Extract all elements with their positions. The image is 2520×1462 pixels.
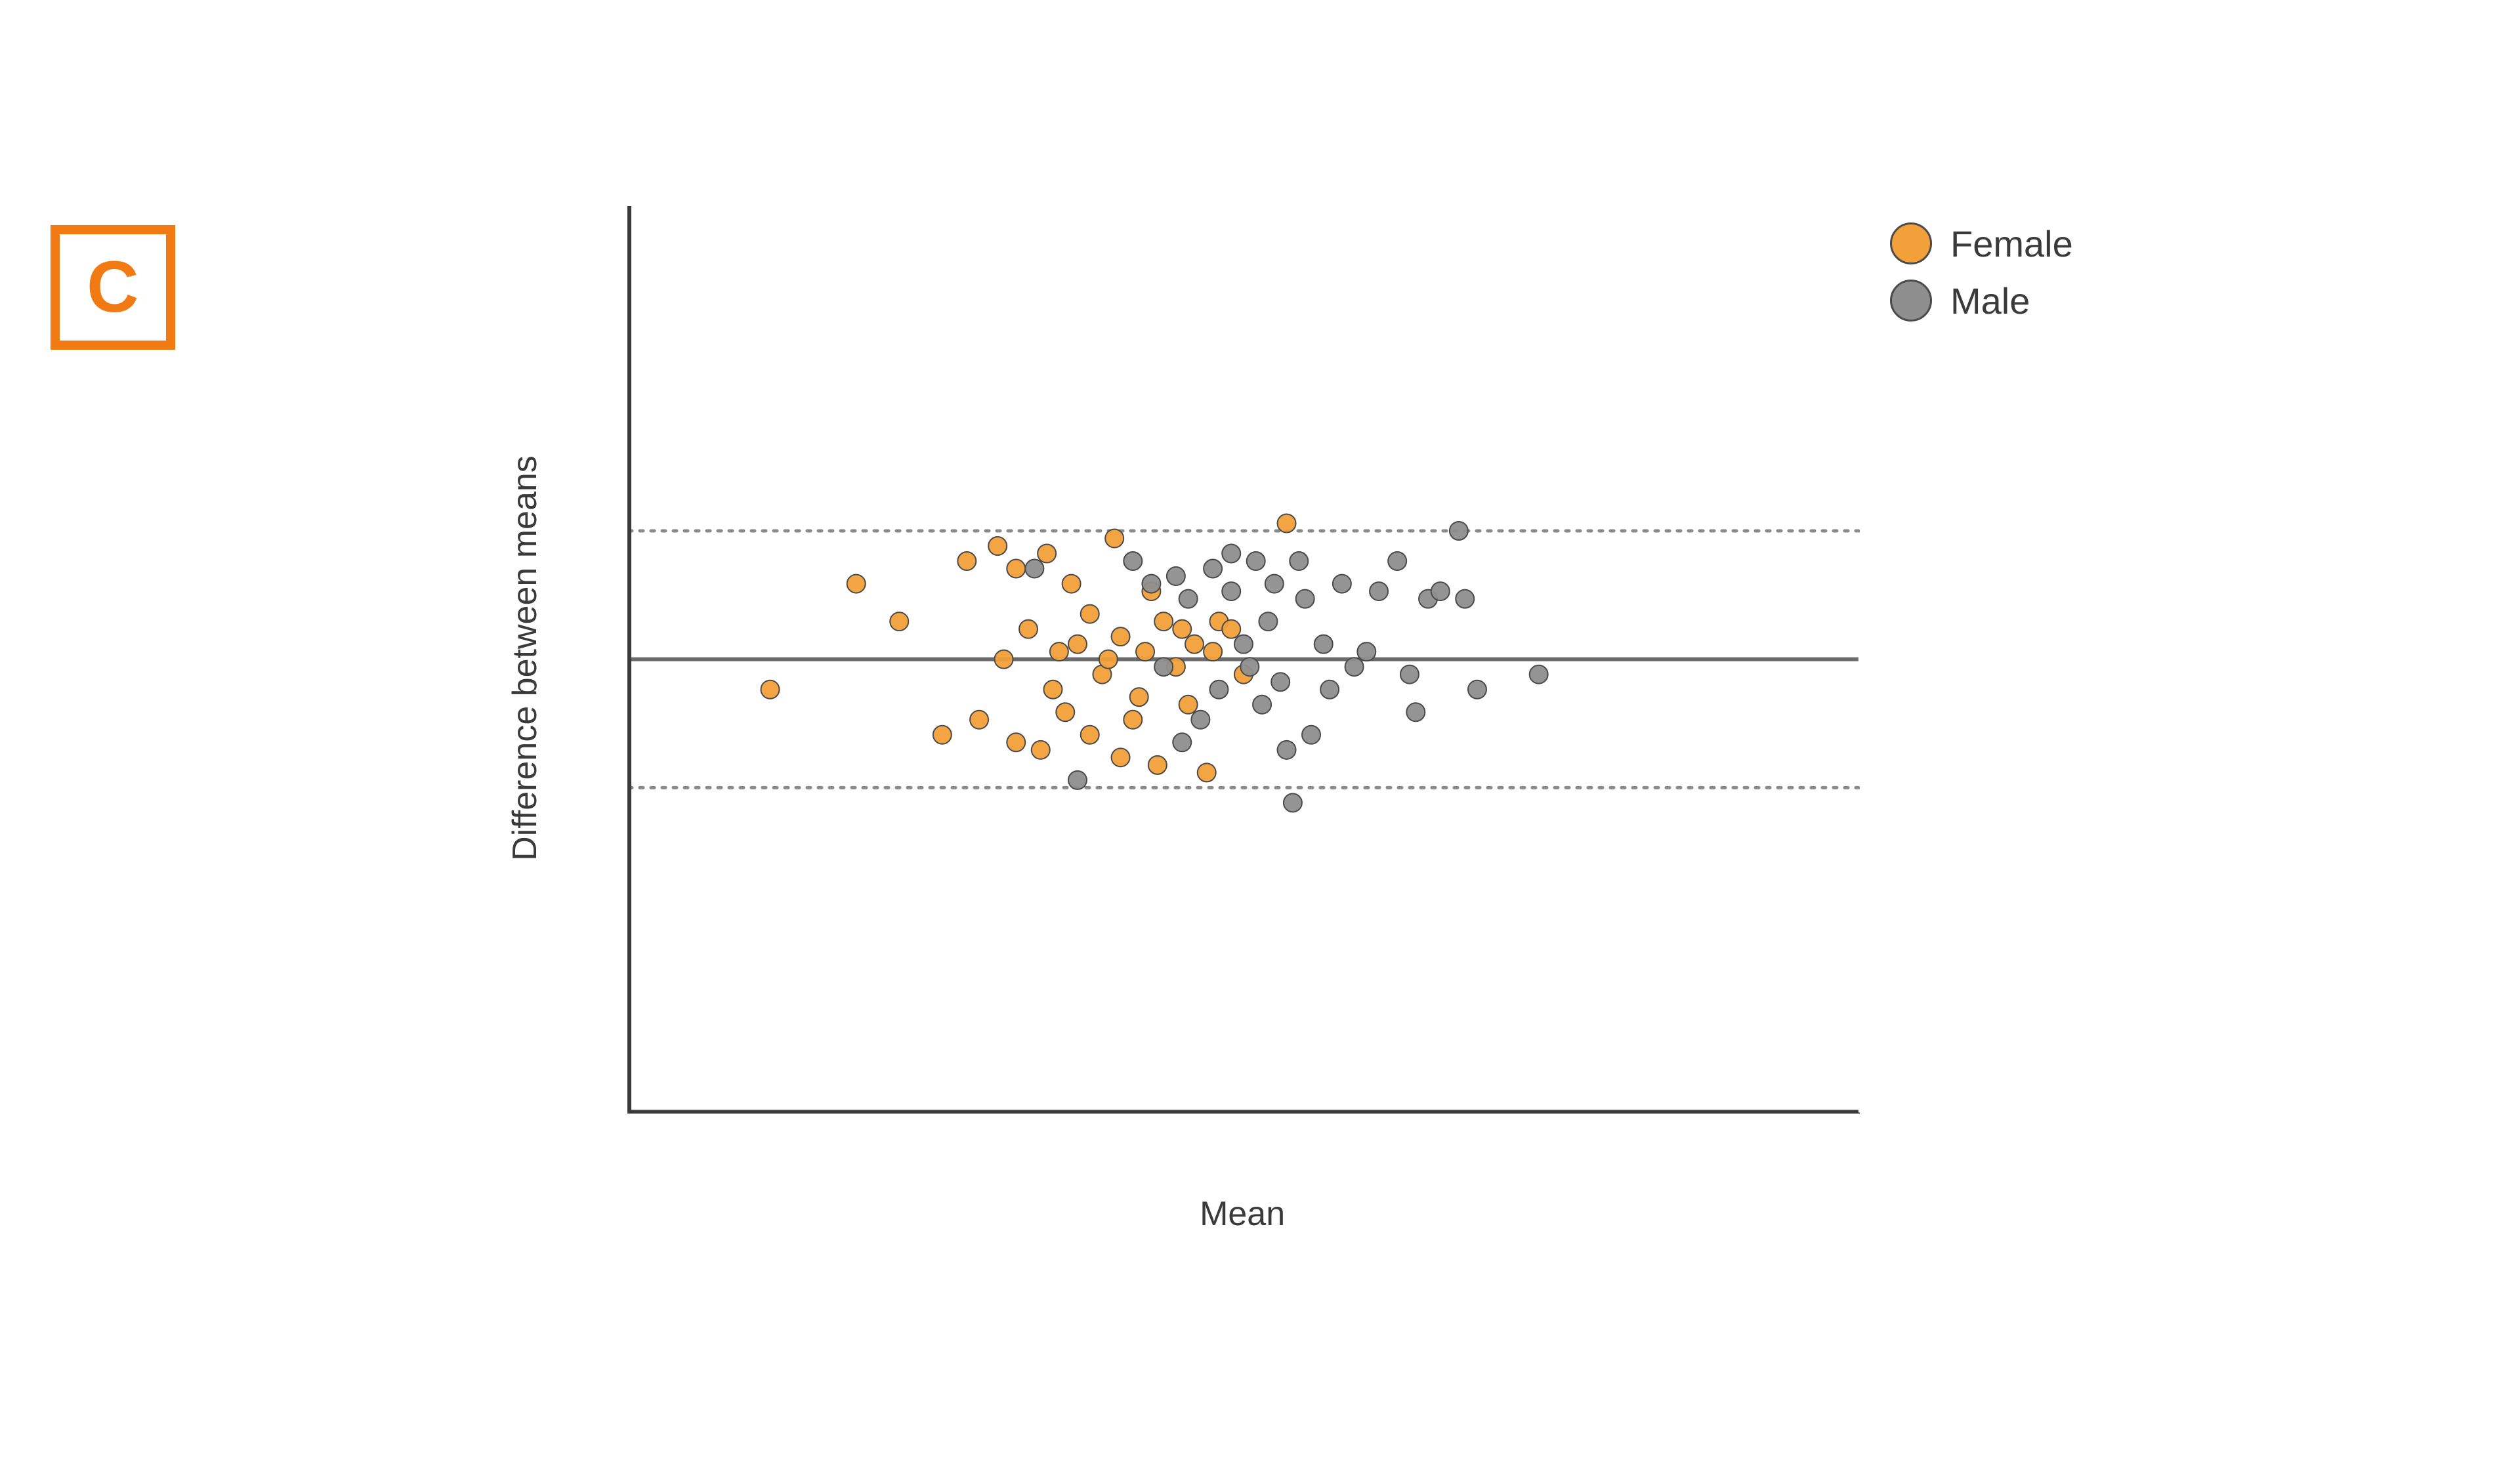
data-point — [1056, 703, 1074, 721]
data-point — [847, 574, 866, 593]
data-point — [1210, 680, 1228, 699]
data-point — [1050, 642, 1068, 661]
data-point — [1450, 522, 1468, 540]
data-point — [1370, 582, 1388, 600]
panel-letter: C — [51, 225, 175, 350]
data-point — [1400, 665, 1419, 684]
data-point — [995, 650, 1013, 669]
data-point — [1253, 696, 1271, 714]
data-point — [988, 537, 1007, 555]
data-point — [1530, 665, 1548, 684]
data-point — [957, 552, 976, 570]
data-point — [1314, 635, 1333, 654]
data-point — [1222, 620, 1240, 638]
x-axis-label: Mean — [1200, 1194, 1285, 1234]
data-point — [1234, 635, 1253, 654]
legend-label: Male — [1950, 280, 2030, 322]
data-point — [1154, 658, 1173, 676]
data-point — [1198, 763, 1216, 782]
data-point — [1240, 658, 1259, 676]
data-point — [1468, 680, 1486, 699]
data-point — [1032, 741, 1050, 759]
data-point — [1456, 589, 1474, 608]
data-point — [1007, 733, 1025, 751]
scatter-points — [761, 514, 1548, 812]
data-point — [1062, 574, 1081, 593]
legend-item: Female — [1890, 222, 2073, 265]
chart-stage: C FemaleMale 100150200250300-50050 Mean … — [0, 0, 2520, 1462]
data-point — [1179, 696, 1198, 714]
data-point — [1185, 635, 1204, 654]
data-point — [1044, 680, 1062, 699]
data-point — [1130, 688, 1148, 706]
data-point — [761, 680, 780, 699]
data-point — [1192, 711, 1210, 729]
data-point — [1019, 620, 1038, 638]
legend-label: Female — [1950, 222, 2073, 265]
data-point — [1038, 544, 1056, 562]
data-point — [1388, 552, 1406, 570]
data-point — [1278, 741, 1296, 759]
data-point — [1271, 673, 1290, 691]
data-point — [1222, 582, 1240, 600]
data-point — [1068, 635, 1087, 654]
data-point — [1112, 748, 1130, 766]
data-point — [1222, 544, 1240, 562]
data-point — [1007, 559, 1025, 577]
data-point — [1026, 559, 1044, 577]
data-point — [1345, 658, 1364, 676]
data-point — [890, 612, 908, 631]
scatter-chart-svg: 100150200250300-50050 — [627, 205, 1860, 1114]
data-point — [1173, 620, 1191, 638]
data-point — [1081, 726, 1099, 744]
data-point — [1124, 711, 1142, 729]
data-point — [1068, 771, 1087, 789]
legend-swatch — [1890, 280, 1932, 322]
data-point — [1154, 612, 1173, 631]
legend-swatch — [1890, 222, 1932, 264]
data-point — [1081, 605, 1099, 623]
data-point — [1259, 612, 1278, 631]
data-point — [1204, 559, 1222, 577]
data-point — [1296, 589, 1314, 608]
data-point — [1358, 642, 1376, 661]
data-point — [1112, 627, 1130, 646]
data-point — [1167, 567, 1185, 585]
data-point — [1173, 733, 1191, 751]
data-point — [1320, 680, 1339, 699]
data-point — [1333, 574, 1351, 593]
y-axis-label: Difference between means — [505, 455, 545, 861]
legend: Female Male — [1890, 222, 2073, 337]
data-point — [1105, 529, 1124, 547]
data-point — [1124, 552, 1142, 570]
data-point — [933, 726, 952, 744]
data-point — [1302, 726, 1320, 744]
data-point — [1265, 574, 1284, 593]
data-point — [1148, 756, 1167, 774]
data-point — [1284, 793, 1302, 812]
data-point — [1431, 582, 1450, 600]
data-point — [1204, 642, 1222, 661]
data-point — [1290, 552, 1308, 570]
data-point — [1247, 552, 1265, 570]
data-point — [970, 711, 988, 729]
data-point — [1406, 703, 1425, 721]
data-point — [1179, 589, 1198, 608]
legend-item: Male — [1890, 280, 2073, 322]
data-point — [1136, 642, 1154, 661]
data-point — [1099, 650, 1118, 669]
data-point — [1278, 514, 1296, 532]
data-point — [1143, 574, 1161, 593]
scatter-chart: 100150200250300-50050 — [627, 205, 1860, 1114]
